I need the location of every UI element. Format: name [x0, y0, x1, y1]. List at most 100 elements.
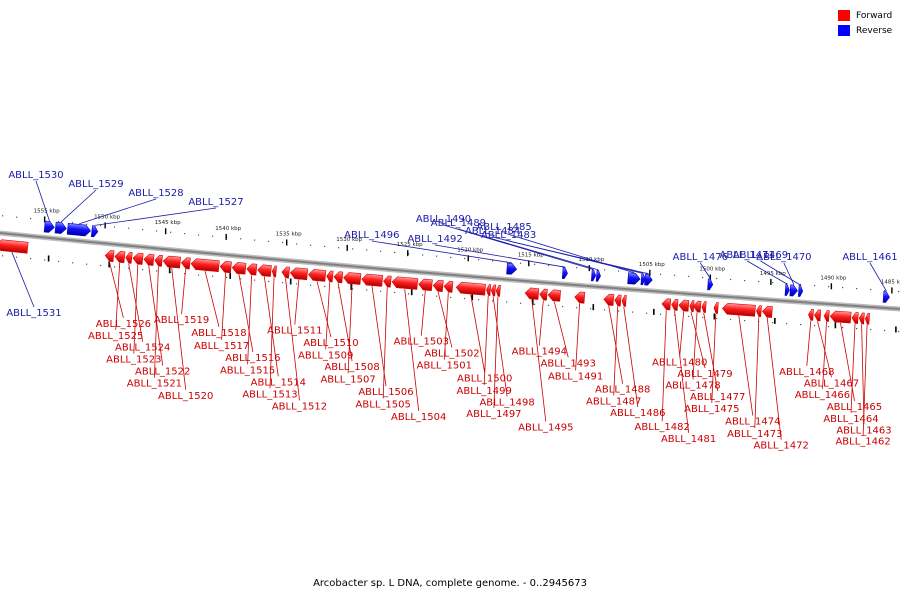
callout-line [420, 290, 426, 336]
guide-dot [828, 326, 830, 328]
callout-line [285, 278, 300, 401]
guide-dot [240, 238, 242, 240]
gene-label: ABLL_1511 [267, 326, 322, 337]
guide-dot [758, 281, 760, 283]
guide-dot [128, 227, 130, 229]
scale-label: 1545 kbp [155, 220, 181, 226]
guide-dot [548, 304, 550, 306]
gene-label: ABLL_1508 [324, 362, 379, 373]
gene-label: ABLL_1488 [595, 385, 650, 396]
scale-label: 1495 kbp [760, 271, 786, 277]
guide-dot [2, 215, 4, 217]
gene-label: ABLL_1522 [135, 367, 190, 378]
gene-label: ABLL_1472 [754, 441, 809, 452]
guide-dot [72, 222, 74, 224]
gene-label: ABLL_1484 [465, 226, 520, 237]
callout-line [78, 198, 157, 225]
gene-label: ABLL_1463 [836, 425, 891, 436]
gene-label: ABLL_1530 [8, 170, 63, 181]
gene-abll-1497 [495, 285, 501, 297]
callout-line [692, 312, 698, 380]
gene-abll-1472 [761, 305, 773, 318]
guide-dot [562, 306, 564, 308]
guide-dot [142, 229, 144, 231]
callout-line [443, 224, 594, 270]
gene-abll-1516 [231, 262, 247, 275]
gene-abll-1481 [671, 299, 679, 311]
guide-dot [772, 322, 774, 324]
gene-label: ABLL_1478 [665, 381, 720, 392]
gene-abll-1508 [333, 271, 344, 284]
gene-label: ABLL_1531 [6, 308, 61, 319]
callout-line [458, 228, 599, 271]
guide-dot [324, 285, 326, 287]
gene-abll-1467 [814, 309, 822, 322]
gene-abll-1528 [66, 222, 91, 237]
guide-dot [100, 224, 102, 227]
guide-dot [576, 267, 578, 269]
guide-dot [786, 323, 788, 325]
guide-dot [268, 280, 270, 282]
callout-line [711, 313, 717, 403]
gene-abll-1464 [851, 312, 859, 324]
scale-label: 1530 kbp [336, 237, 362, 243]
guide-dot [72, 262, 74, 264]
gene-abll-1490 [590, 269, 597, 282]
gene-abll-1489 [595, 269, 601, 282]
gene-label: ABLL_1502 [424, 349, 479, 360]
guide-dot [520, 302, 522, 304]
callout-line [531, 299, 547, 422]
gene-label: ABLL_1509 [298, 350, 353, 361]
gene-abll-1494 [539, 288, 548, 301]
callout-line [861, 324, 865, 425]
guide-dot [198, 274, 200, 276]
guide-dot [212, 235, 214, 237]
gene-label: ABLL_1479 [677, 369, 732, 380]
gene-abll-1500 [455, 281, 486, 296]
guide-dot [884, 329, 886, 332]
guide-dot [674, 314, 676, 316]
guide-dot [660, 273, 662, 275]
gene-abll-1515 [246, 263, 258, 276]
gene-label: ABLL_1498 [479, 397, 534, 408]
callout-line [247, 275, 252, 365]
callout-line [766, 317, 782, 440]
guide-dot [450, 296, 452, 298]
guide-dot [16, 216, 18, 218]
callout-line [115, 262, 121, 330]
guide-dot [478, 259, 480, 261]
guide-dots [2, 215, 900, 333]
gene-label: ABLL_1494 [512, 347, 567, 358]
guide-dot [380, 250, 382, 252]
gene-label: ABLL_1492 [407, 234, 462, 245]
guide-dot [366, 289, 368, 291]
guide-dot [744, 320, 746, 322]
gene-label: ABLL_1466 [795, 390, 850, 401]
gene-label: ABLL_1468 [779, 367, 834, 378]
guide-dot [898, 330, 900, 333]
gene-label: ABLL_1512 [272, 401, 327, 412]
gene-label: ABLL_1475 [684, 404, 739, 415]
gene-abll-1470 [789, 284, 798, 297]
scale-label: 1555 kbp [34, 208, 60, 214]
guide-dot [212, 275, 214, 277]
scale-label: 1550 kbp [94, 214, 120, 220]
callout-line [204, 270, 220, 327]
gene-label: ABLL_1471 [720, 250, 775, 261]
guide-dot [632, 311, 634, 313]
scale-label: 1540 kbp [215, 226, 241, 232]
guide-dot [366, 249, 368, 251]
guide-dot [156, 230, 158, 232]
gene-abll-1510 [308, 269, 327, 282]
gene-label: ABLL_1464 [823, 414, 878, 425]
gene-abll-1484 [640, 273, 646, 286]
callout-line [703, 312, 719, 392]
gene-abll-1525 [114, 251, 126, 264]
gene-abll-1468 [808, 309, 814, 321]
reverse-swatch [838, 25, 850, 36]
guide-dot [898, 290, 900, 293]
scale-label: 1505 kbp [639, 262, 665, 268]
callout-line [738, 315, 754, 416]
guide-dot [856, 288, 858, 290]
gene-label: ABLL_1506 [358, 387, 413, 398]
